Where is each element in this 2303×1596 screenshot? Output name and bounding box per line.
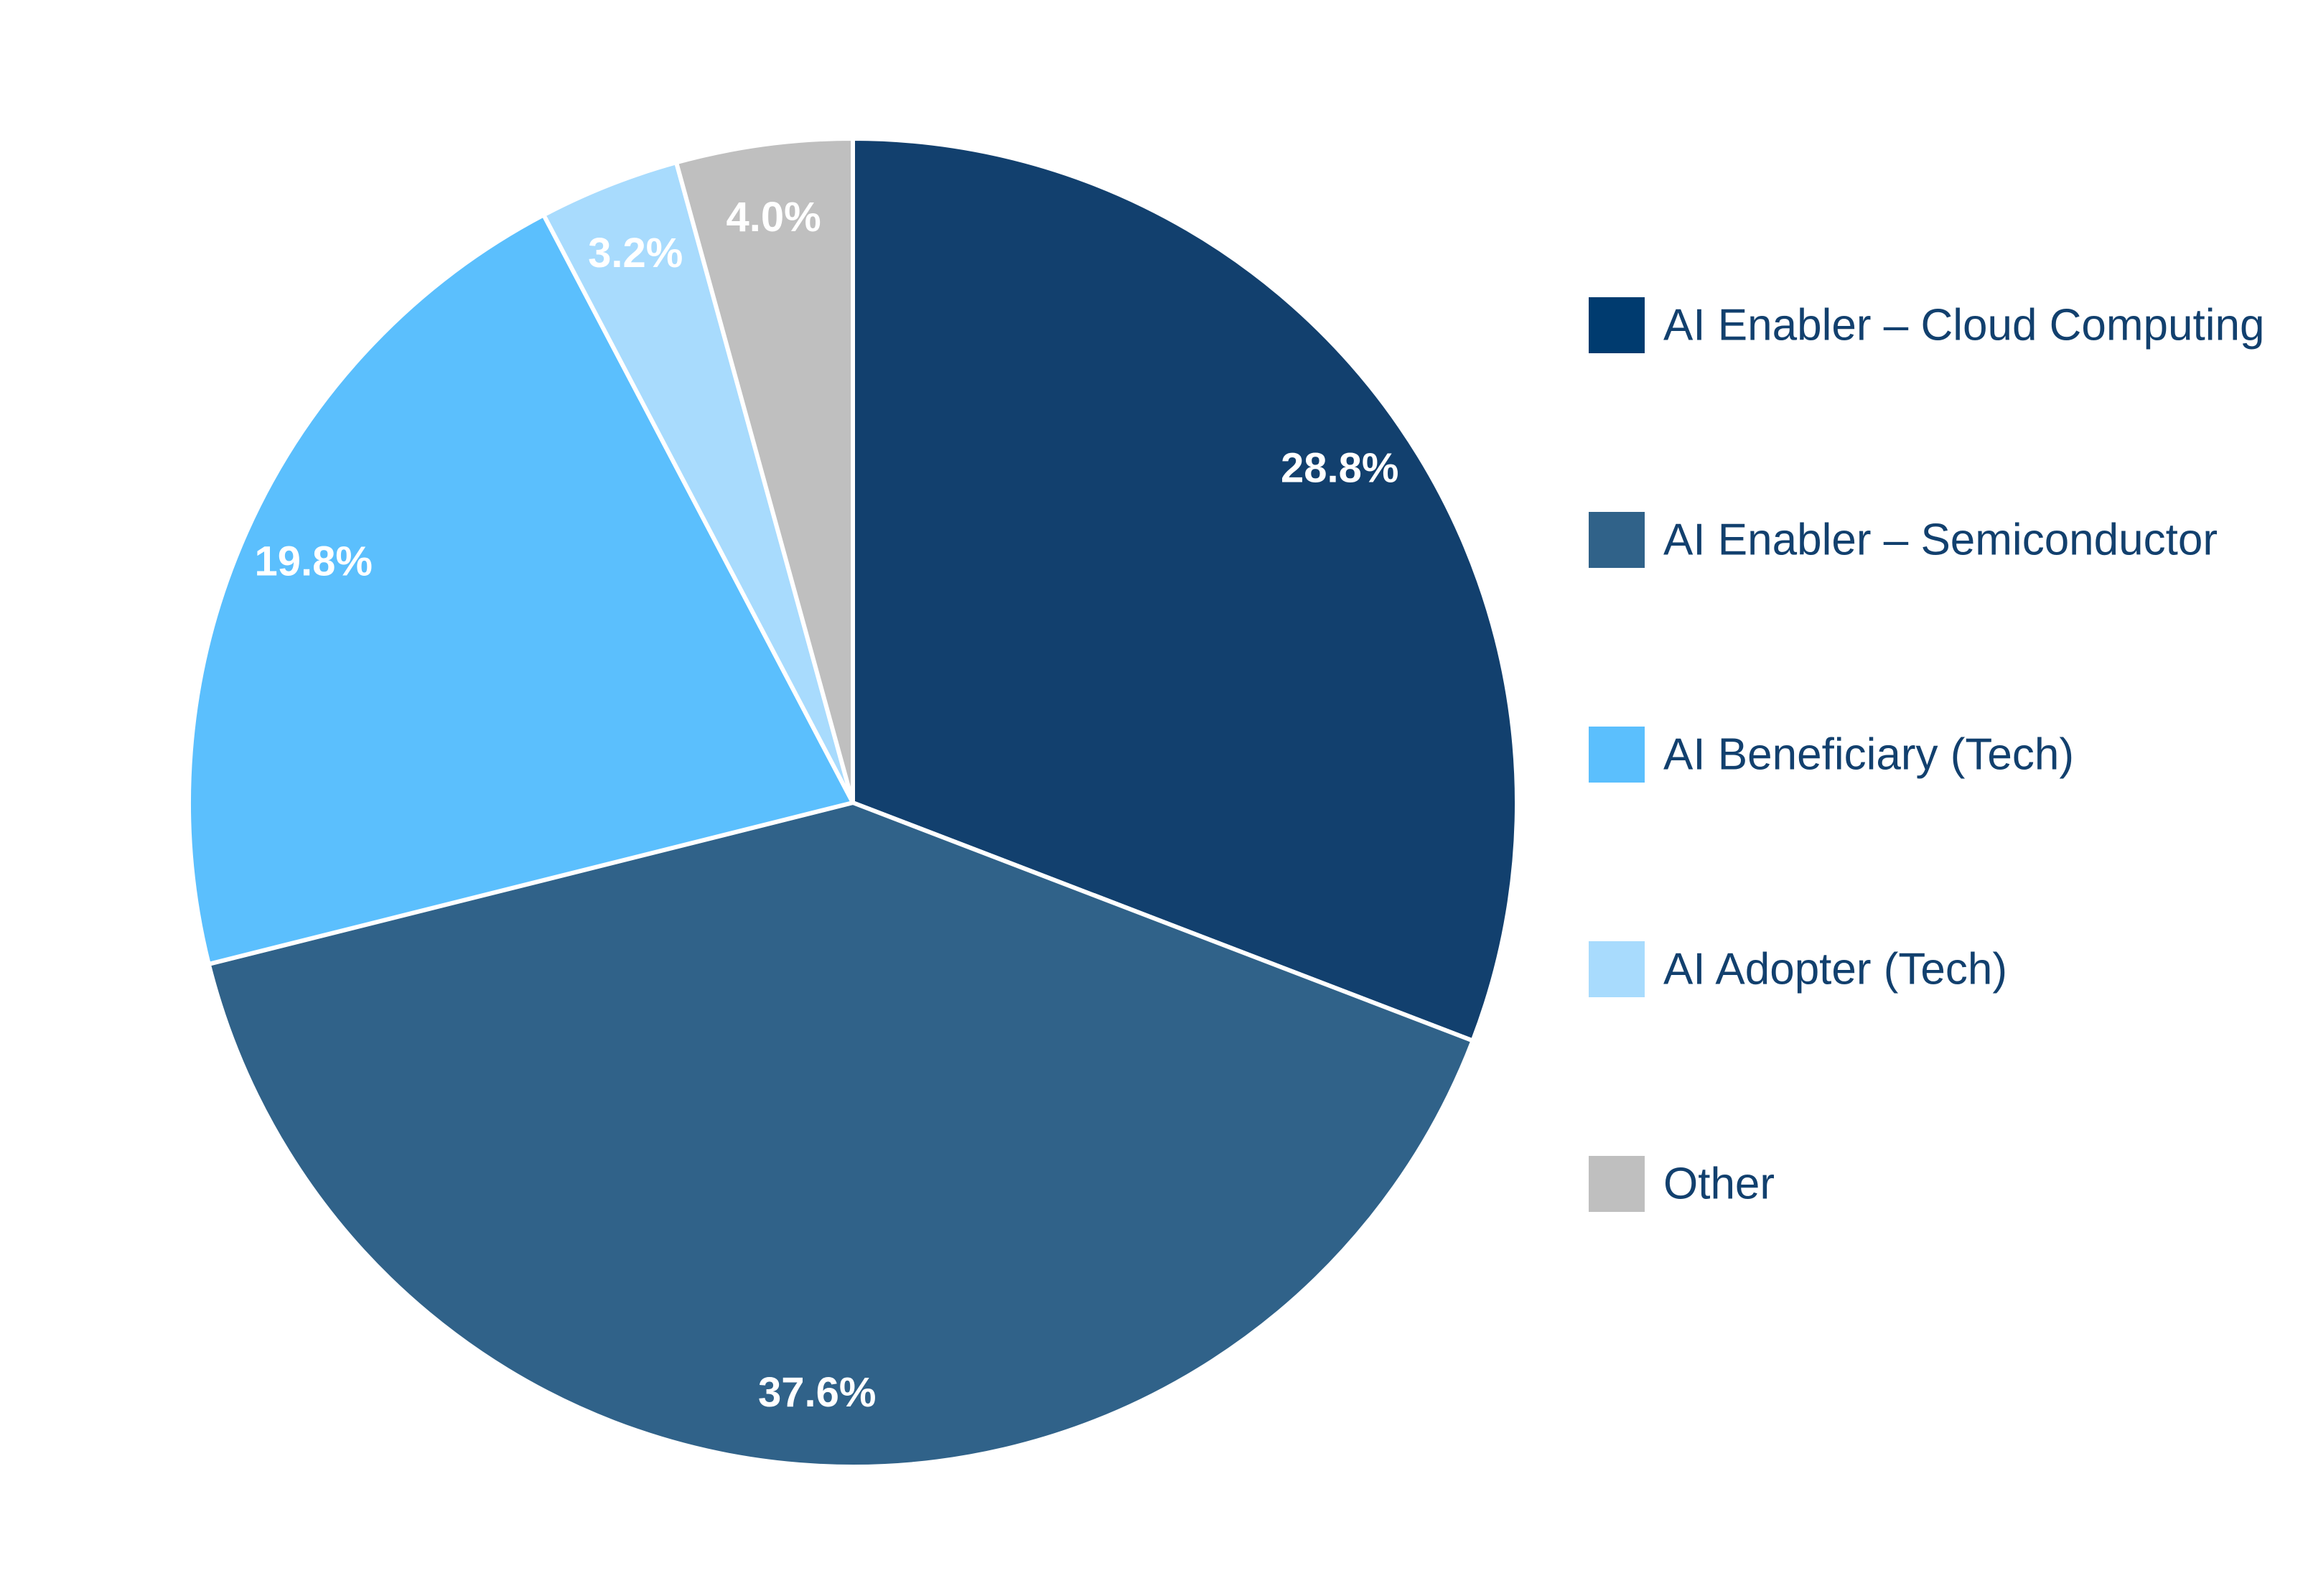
pie-slice-ai-enabler-semiconductor: [206, 801, 1475, 1469]
data-label-ai-enabler-semiconductor: 37.6%: [758, 1369, 876, 1416]
legend: AI Enabler – Cloud Computing AI Enabler –…: [1589, 297, 2264, 1212]
legend-label-ai-beneficiary-tech: AI Beneficiary (Tech): [1663, 730, 2074, 780]
pie-slice-ai-enabler-cloud-computing: [851, 136, 1519, 1043]
legend-swatch-ai-enabler-semiconductor: [1589, 512, 1645, 568]
data-label-other: 4.0%: [727, 194, 821, 241]
legend-label-ai-enabler-cloud-computing: AI Enabler – Cloud Computing: [1663, 301, 2264, 350]
pie-slice-other: [674, 136, 855, 805]
data-label-ai-enabler-cloud-computing: 28.8%: [1281, 444, 1398, 491]
pie-slices: [187, 136, 1519, 1469]
legend-label-ai-adopter-tech: AI Adopter (Tech): [1663, 945, 2007, 994]
data-label-ai-adopter-tech: 3.2%: [588, 230, 683, 276]
legend-swatch-ai-adopter-tech: [1589, 941, 1645, 997]
legend-swatch-ai-enabler-cloud-computing: [1589, 297, 1645, 353]
legend-swatch-other: [1589, 1156, 1645, 1212]
legend-label-other: Other: [1663, 1159, 1775, 1209]
legend-label-ai-enabler-semiconductor: AI Enabler – Semiconductor: [1663, 515, 2218, 565]
legend-swatch-ai-beneficiary-tech: [1589, 727, 1645, 783]
pie-slice-ai-beneficiary-tech: [187, 213, 855, 966]
data-label-ai-beneficiary-tech: 19.8%: [254, 538, 372, 585]
pie-slice-labels: 28.8% 37.6% 19.8% 3.2% 4.0%: [254, 194, 1398, 1416]
